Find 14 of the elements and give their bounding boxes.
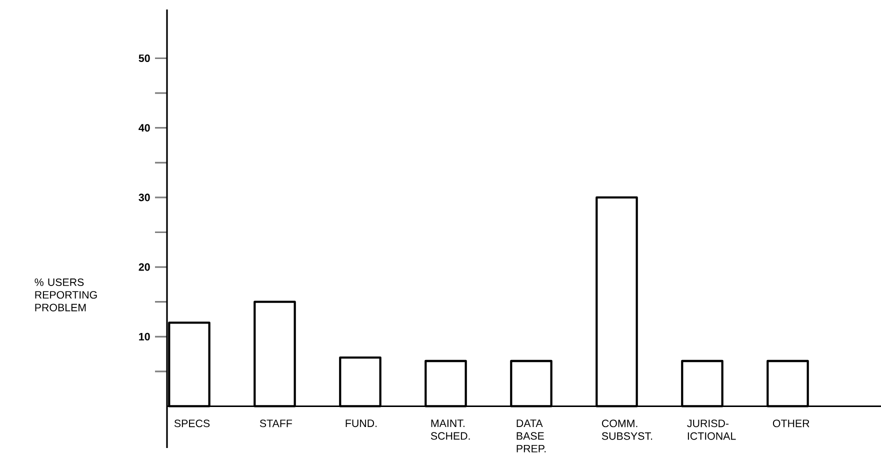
y-tick-label: 50 xyxy=(138,54,150,62)
x-tick-label: STAFF xyxy=(260,420,292,428)
y-tick-label: 10 xyxy=(139,332,150,340)
y-tick-label: 40 xyxy=(138,124,150,132)
x-tick-label: FUND. xyxy=(346,420,377,428)
x-tick-label: MAINT. SCHED. xyxy=(430,420,470,440)
y-tick-label: 20 xyxy=(138,263,150,271)
x-tick-label: DATA BASE PREP. xyxy=(516,420,546,452)
y-tick-label: 30 xyxy=(138,194,150,202)
x-tick-label: COMM. SUBSYST. xyxy=(602,420,652,440)
y-axis-title: % USERS REPORTING PROBLEM xyxy=(34,278,97,312)
x-tick-label: SPECS xyxy=(174,420,210,428)
x-tick-label: OTHER xyxy=(772,420,810,428)
x-tick-label: JURISD-ICTIONAL xyxy=(687,420,736,440)
